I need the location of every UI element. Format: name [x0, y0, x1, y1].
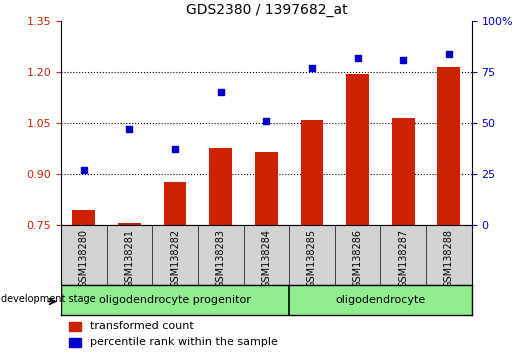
Bar [346, 74, 369, 225]
Point [399, 57, 408, 63]
Bar [392, 118, 414, 225]
Bar [164, 182, 187, 225]
Bar [255, 152, 278, 225]
Point [445, 51, 453, 57]
Text: development stage: development stage [1, 293, 96, 303]
Bar [209, 148, 232, 225]
Bar [437, 67, 460, 225]
Point [125, 126, 134, 132]
Point [80, 167, 88, 173]
Point [216, 90, 225, 95]
Bar [301, 120, 323, 225]
Bar [69, 338, 81, 347]
Text: percentile rank within the sample: percentile rank within the sample [90, 337, 278, 347]
Text: transformed count: transformed count [90, 321, 193, 331]
Point [308, 65, 316, 71]
Point [171, 147, 179, 152]
Point [354, 55, 362, 61]
Text: oligodendrocyte: oligodendrocyte [335, 295, 426, 305]
Point [262, 118, 270, 124]
Title: GDS2380 / 1397682_at: GDS2380 / 1397682_at [186, 4, 347, 17]
Bar [73, 210, 95, 225]
Bar [69, 321, 81, 331]
Text: oligodendrocyte progenitor: oligodendrocyte progenitor [99, 295, 251, 305]
Bar [118, 223, 141, 225]
